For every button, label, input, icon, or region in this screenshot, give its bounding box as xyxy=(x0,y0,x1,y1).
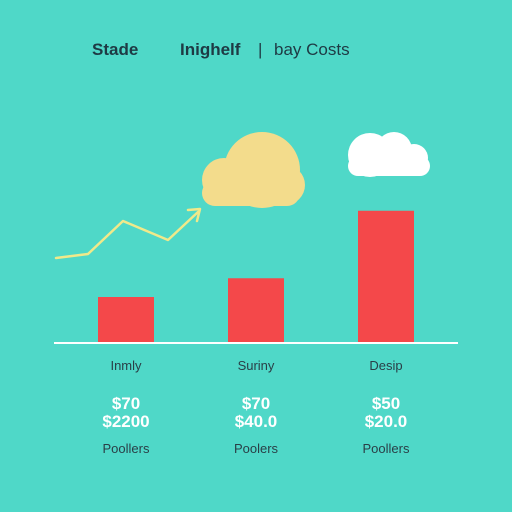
category-label: Inmly xyxy=(110,358,142,373)
header-left-text: Stade xyxy=(92,40,139,59)
chart-header: Stade Inighelf | bay Costs xyxy=(0,40,512,68)
value-label-top: $70 xyxy=(241,394,271,413)
value-label-bottom: $2200 xyxy=(102,412,150,431)
yellow-cloud-icon xyxy=(202,132,305,208)
trend-arrow-icon xyxy=(186,207,202,223)
footer-label: Poolers xyxy=(233,441,279,456)
category-label: Desip xyxy=(369,358,403,373)
bar-3 xyxy=(358,210,414,342)
value-label-top: $50 xyxy=(371,394,401,413)
value-label-top: $70 xyxy=(111,394,141,413)
value-label-bottom: $40.0 xyxy=(234,412,278,431)
header-separator: | xyxy=(258,40,263,59)
bar-1 xyxy=(98,297,154,342)
white-cloud-icon xyxy=(348,132,430,177)
header-right-text: bay Costs xyxy=(274,40,350,59)
header-title: Inighelf xyxy=(180,40,241,59)
footer-label: Poollers xyxy=(362,441,410,456)
category-label: Suriny xyxy=(237,358,275,373)
footer-label: Poollers xyxy=(102,441,150,456)
bar-2 xyxy=(228,278,284,342)
trend-line xyxy=(54,210,200,260)
value-label-bottom: $20.0 xyxy=(364,412,408,431)
